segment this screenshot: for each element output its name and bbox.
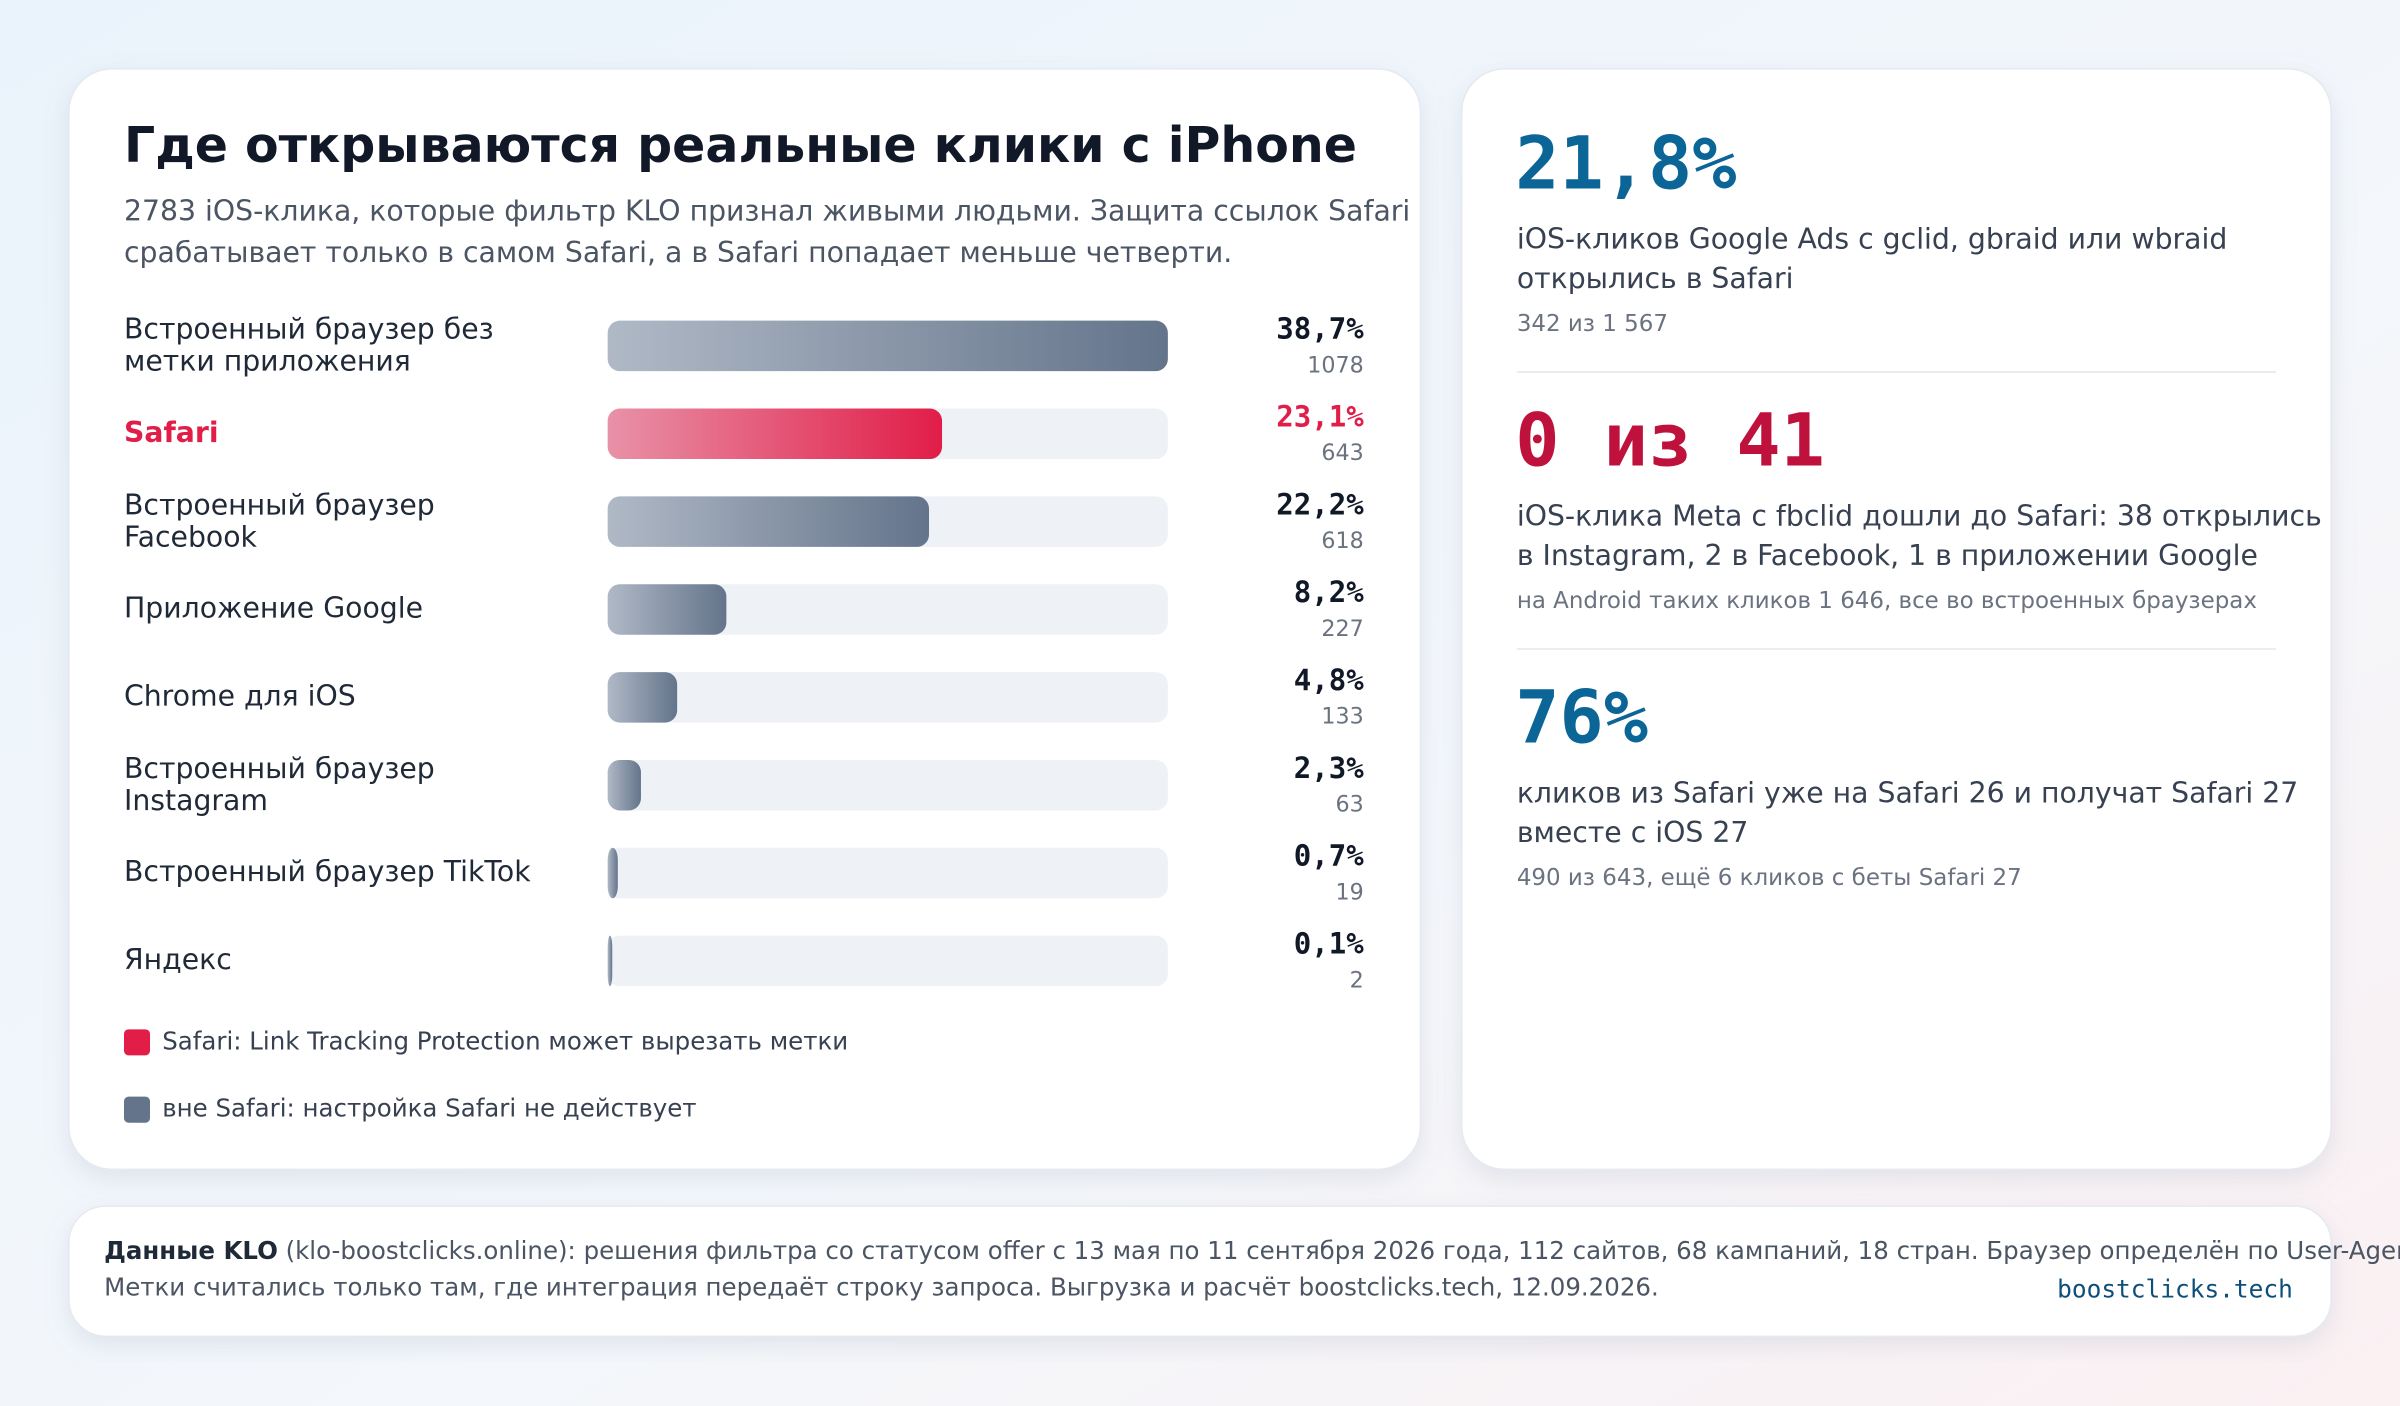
- count-label: 19: [1336, 879, 1364, 905]
- bar-track: [607, 847, 1168, 899]
- category-label: Яндекс: [124, 943, 232, 976]
- value-label: 0,1%: [1294, 927, 1365, 961]
- value-label: 0,7%: [1294, 839, 1365, 873]
- stat-note: на Android таких кликов 1 646, все во вс…: [1517, 588, 2257, 614]
- bar: [607, 584, 727, 635]
- value-label: 22,2%: [1276, 487, 1364, 521]
- bar-track: [607, 759, 1168, 811]
- chart-title: Где открываются реальные клики с iPhone: [124, 117, 1357, 174]
- category-label: Встроенный браузер без метки приложения: [124, 313, 503, 378]
- footer-brand: boostclicks.tech: [2057, 1274, 2293, 1303]
- bar: [607, 935, 613, 987]
- value-label: 23,1%: [1276, 399, 1364, 433]
- subtitle: 2783 iOS-клика, которые фильтр KLO призн…: [124, 195, 1410, 228]
- stat-text: iOS-кликов Google Ads с gclid, gbraid ил…: [1517, 222, 2228, 255]
- legend-swatch: [123, 1029, 151, 1056]
- category-label: Встроенный браузер Facebook: [124, 488, 444, 553]
- count-label: 1078: [1307, 352, 1363, 378]
- count-label: 227: [1321, 616, 1363, 642]
- bar: [607, 496, 930, 547]
- category-label: Встроенный браузер TikTok: [124, 855, 531, 888]
- footer-line: Данные KLO (klo-boostclicks.online): реше…: [104, 1236, 2400, 1265]
- count-label: 643: [1321, 440, 1363, 466]
- footer-text: (klo-boostclicks.online): решения фильтр…: [286, 1236, 2400, 1265]
- bar: [607, 759, 641, 811]
- category-label: Приложение Google: [124, 591, 423, 624]
- footer-line: Метки считались только там, где интеграц…: [104, 1273, 1659, 1302]
- legend-label: Safari: Link Tracking Protection может в…: [162, 1026, 848, 1055]
- bar: [607, 320, 1168, 372]
- stat-note: 490 из 643, ещё 6 кликов с беты Safari 2…: [1517, 865, 2022, 891]
- count-label: 2: [1350, 967, 1364, 993]
- category-label: Chrome для iOS: [124, 679, 356, 712]
- stat-note: 342 из 1 567: [1517, 311, 1668, 337]
- bar: [607, 847, 618, 899]
- stats-card: [1460, 68, 2332, 1171]
- value-label: 4,8%: [1294, 663, 1365, 697]
- bar-track: [607, 935, 1168, 987]
- count-label: 618: [1321, 528, 1363, 554]
- legend-label: вне Safari: настройка Safari не действуе…: [162, 1094, 696, 1123]
- footer-source: Данные KLO: [104, 1236, 278, 1265]
- bar-track: [607, 584, 1168, 635]
- stat-value: 76%: [1515, 675, 1648, 760]
- value-label: 8,2%: [1294, 575, 1365, 609]
- stat-text: iOS-клика Meta с fbclid дошли до Safari:…: [1517, 499, 2322, 532]
- stat-value: 21,8%: [1515, 121, 1736, 206]
- footer-card: [68, 1205, 2332, 1337]
- value-label: 2,3%: [1294, 751, 1365, 785]
- category-label: Safari: [124, 416, 219, 449]
- stat-text: кликов из Safari уже на Safari 26 и полу…: [1517, 776, 2298, 809]
- stat-text: вместе с iOS 27: [1517, 816, 1749, 849]
- legend-swatch: [123, 1096, 151, 1123]
- count-label: 63: [1336, 792, 1364, 818]
- bar: [607, 672, 678, 723]
- count-label: 133: [1321, 704, 1363, 730]
- stat-value: 0 из 41: [1515, 398, 1825, 483]
- bar-track: [607, 672, 1168, 723]
- category-label: Встроенный браузер Instagram: [124, 752, 444, 817]
- stat-text: в Instagram, 2 в Facebook, 1 в приложени…: [1517, 539, 2258, 572]
- value-label: 38,7%: [1276, 312, 1364, 346]
- subtitle: срабатывает только в самом Safari, а в S…: [124, 236, 1232, 269]
- stat-text: открылись в Safari: [1517, 262, 1794, 295]
- bar: [607, 408, 943, 460]
